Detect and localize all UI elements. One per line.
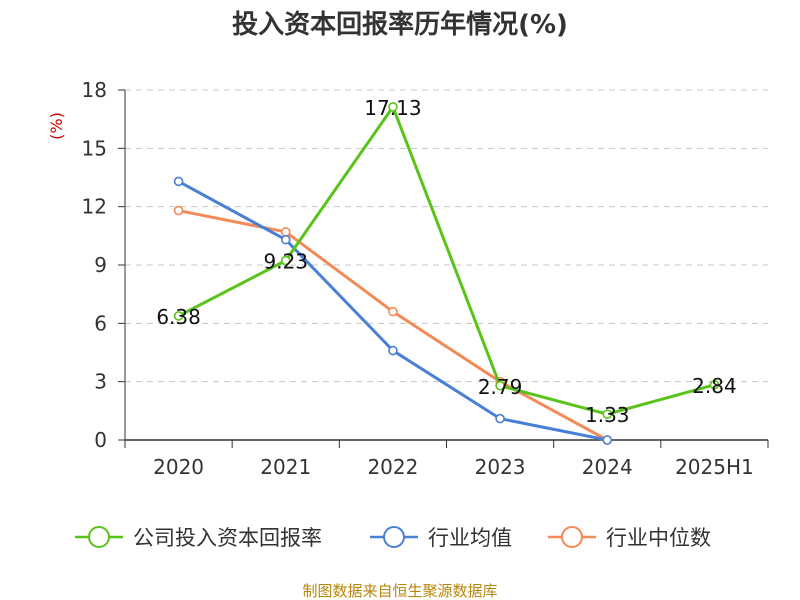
data-point[interactable] bbox=[280, 227, 291, 237]
x-tick-label: 2023 bbox=[475, 455, 526, 479]
data-point[interactable] bbox=[602, 409, 613, 419]
data-point[interactable] bbox=[280, 234, 291, 245]
data-labels: 6.38 9.23 17.13 2.79 1.33 2.84 bbox=[156, 96, 736, 427]
legend-label: 行业中位数 bbox=[606, 526, 711, 550]
legend-item[interactable]: 行业均值 bbox=[370, 526, 512, 550]
data-label: 6.38 bbox=[156, 305, 201, 329]
data-label: 2.84 bbox=[692, 374, 737, 398]
y-axis-label: (%) bbox=[47, 112, 66, 140]
data-point[interactable] bbox=[388, 306, 398, 317]
y-tick-label: 18 bbox=[82, 78, 107, 102]
legend[interactable]: 公司投入资本回报率 行业均值 行业中位数 bbox=[75, 526, 711, 550]
data-point[interactable] bbox=[495, 413, 505, 424]
x-tick-label: 2025H1 bbox=[675, 455, 754, 479]
data-label: 2.79 bbox=[478, 375, 523, 399]
data-point[interactable] bbox=[173, 205, 184, 216]
series-line bbox=[178, 209, 608, 442]
y-tick-label: 12 bbox=[82, 195, 107, 219]
y-tick-label: 3 bbox=[94, 370, 107, 394]
legend-swatch-marker bbox=[561, 526, 583, 548]
series-line bbox=[177, 105, 715, 416]
legend-item[interactable]: 行业中位数 bbox=[548, 526, 711, 550]
x-tick-label: 2021 bbox=[260, 455, 311, 479]
y-tick-label: 0 bbox=[94, 428, 107, 452]
x-tick-label: 2020 bbox=[153, 455, 204, 479]
y-tick-label: 6 bbox=[94, 311, 107, 335]
data-point[interactable] bbox=[280, 255, 291, 266]
legend-swatch-marker bbox=[383, 526, 405, 548]
data-point[interactable] bbox=[388, 102, 398, 112]
y-tick-label: 9 bbox=[94, 253, 107, 277]
legend-item[interactable]: 公司投入资本回报率 bbox=[75, 526, 322, 550]
data-label: 9.23 bbox=[263, 250, 308, 274]
legend-label: 公司投入资本回报率 bbox=[133, 526, 322, 550]
x-tick-label: 2024 bbox=[582, 455, 633, 479]
data-point[interactable] bbox=[602, 435, 613, 445]
y-tick-label: 15 bbox=[82, 136, 107, 160]
data-point[interactable] bbox=[173, 176, 184, 187]
data-point[interactable] bbox=[495, 380, 505, 391]
data-label: 17.13 bbox=[364, 96, 421, 120]
data-point[interactable] bbox=[173, 311, 184, 321]
data-point[interactable] bbox=[709, 379, 720, 390]
series-layer bbox=[173, 102, 720, 445]
axes: 0 3 6 9 12 15 18 2020 2021 2022 2023 2024 2025H1 bbox=[82, 78, 769, 479]
chart-title: 投入资本回报率历年情况(%) bbox=[232, 9, 568, 40]
legend-label: 行业均值 bbox=[428, 526, 512, 550]
grid-lines bbox=[125, 89, 768, 383]
x-tick-label: 2022 bbox=[367, 455, 418, 479]
data-point[interactable] bbox=[388, 345, 398, 356]
data-label: 1.33 bbox=[585, 403, 630, 427]
source-note: 制图数据来自恒生聚源数据库 bbox=[302, 582, 497, 600]
legend-swatch-marker bbox=[88, 526, 110, 548]
